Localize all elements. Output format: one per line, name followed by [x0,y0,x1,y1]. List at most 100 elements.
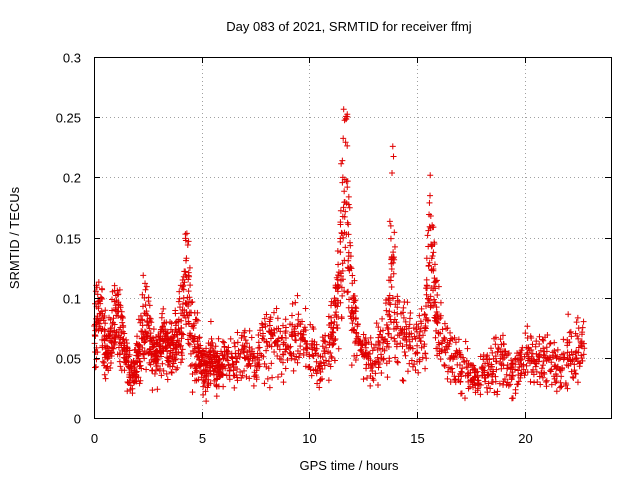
data-point [340,106,347,113]
data-point [412,367,419,374]
data-point [483,384,490,391]
data-point [518,370,525,377]
data-point [255,345,262,352]
data-point [170,360,177,367]
data-point [139,303,146,310]
data-point [402,352,409,359]
data-point [512,386,519,393]
data-point [313,358,320,365]
data-point [172,307,179,314]
data-point [282,334,289,341]
data-point [437,299,444,306]
data-point [173,366,180,373]
data-point [536,373,543,380]
data-point [578,331,585,338]
data-point [260,353,267,360]
data-point [148,319,155,326]
data-point [412,335,419,342]
data-point [227,335,234,342]
data-point [136,358,143,365]
data-point [341,213,348,220]
data-point [480,364,487,371]
data-point [132,374,139,381]
data-point [290,367,297,374]
data-point [401,349,408,356]
data-point [137,358,144,365]
data-point [394,293,401,300]
data-point [339,267,346,274]
data-point [188,332,195,339]
data-point [197,342,204,349]
data-point [120,335,127,342]
data-point [470,362,477,369]
data-point [101,326,108,333]
data-point [92,364,99,371]
data-point [335,261,342,268]
data-point [463,357,470,364]
x-tick-label: 10 [302,431,316,446]
data-point [575,325,582,332]
data-point [238,332,245,339]
data-point [444,339,451,346]
data-point [423,291,430,298]
data-point [95,327,102,334]
data-point [108,335,115,342]
data-point [185,238,192,245]
data-point [569,373,576,380]
data-point [429,252,436,259]
data-point [387,301,394,308]
data-point [135,374,142,381]
data-point [345,201,352,208]
data-point [337,238,344,245]
data-point [423,355,430,362]
data-point [139,344,146,351]
data-point [254,354,261,361]
data-point [295,311,302,318]
data-point [243,340,250,347]
data-point [277,328,284,335]
data-point [321,338,328,345]
data-point [507,381,514,388]
data-point [175,326,182,333]
data-point [158,314,165,321]
data-point [186,273,193,280]
data-point [95,305,102,312]
y-tick-label: 0.2 [63,171,81,186]
data-point [411,361,418,368]
data-point [573,354,580,361]
data-point [306,351,313,358]
data-point [124,388,131,395]
data-point [334,288,341,295]
data-point [160,367,167,374]
data-point [316,362,323,369]
data-point [255,339,262,346]
data-point [296,321,303,328]
data-point [220,355,227,362]
data-point [181,279,188,286]
data-point [567,328,574,335]
data-point [536,354,543,361]
data-point [202,388,209,395]
data-point [319,343,326,350]
data-point [484,352,491,359]
data-point [142,280,149,287]
data-point [384,324,391,331]
data-point [386,218,393,225]
data-point [407,342,414,349]
data-point [436,348,443,355]
data-point [346,204,353,211]
data-point [515,367,522,374]
data-point [280,339,287,346]
data-point [231,340,238,347]
data-point [265,328,272,335]
data-point [388,260,395,267]
data-point [349,272,356,279]
data-point [414,342,421,349]
data-point [172,322,179,329]
data-point [343,116,350,123]
data-point [242,337,249,344]
data-point [507,364,514,371]
data-point [346,296,353,303]
data-point [352,356,359,363]
data-point [348,362,355,369]
